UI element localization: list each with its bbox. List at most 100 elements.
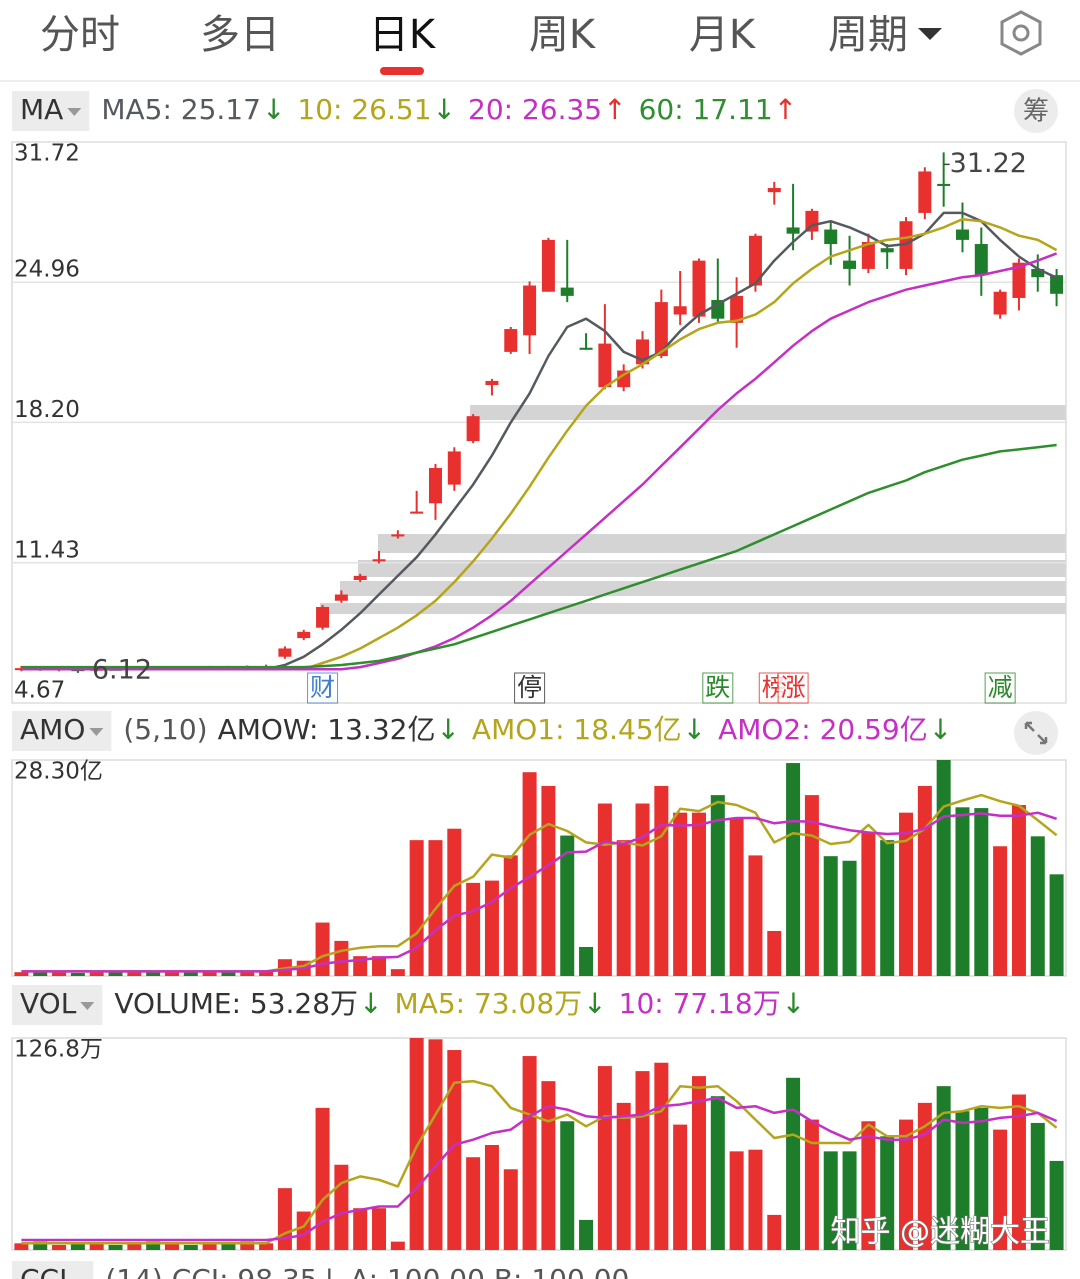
legend-arrow: ↑ <box>603 93 626 126</box>
bar <box>710 795 725 976</box>
bar <box>560 1121 575 1250</box>
bar <box>14 1243 29 1250</box>
bar <box>673 1124 688 1250</box>
bar <box>447 1050 462 1250</box>
bar <box>804 795 819 976</box>
gap-zone <box>358 560 1066 577</box>
bar <box>597 803 612 976</box>
bar <box>70 1243 85 1250</box>
bar <box>767 930 782 976</box>
bar <box>673 812 688 976</box>
candle-body <box>541 239 555 292</box>
candle-body <box>504 329 518 352</box>
bar <box>654 1062 669 1250</box>
candle-body <box>447 451 461 485</box>
bar <box>974 808 989 976</box>
bar <box>14 972 29 976</box>
legend-item: 10: 26.51 <box>297 93 431 126</box>
legend-item: 10: 77.18万 <box>619 987 781 1020</box>
legend-item: 60: 17.11 <box>639 93 773 126</box>
expand-button[interactable] <box>1014 711 1058 755</box>
tab[interactable]: 分时 <box>40 12 120 58</box>
bar <box>597 1066 612 1250</box>
bar <box>861 1121 876 1250</box>
chip-button[interactable] <box>1014 89 1058 133</box>
dropdown-arrow <box>918 28 942 40</box>
event-marker: 停 <box>517 673 542 702</box>
bar <box>89 1243 104 1250</box>
settings-icon[interactable] <box>1000 10 1042 56</box>
active-indicator <box>380 67 424 75</box>
bar <box>936 1086 951 1250</box>
bar <box>748 855 763 976</box>
bar <box>89 972 104 976</box>
bar <box>691 812 706 976</box>
candle-body <box>278 648 292 657</box>
legend-item: AMO1: 18.45亿 <box>472 713 682 746</box>
bar <box>899 812 914 976</box>
bar <box>146 972 161 976</box>
bar <box>522 1056 537 1250</box>
tab[interactable]: 周K <box>529 12 597 58</box>
indicator-selector: MA <box>20 93 63 126</box>
watermark: 知乎 @迷糊大王 <box>830 1215 1050 1250</box>
bar <box>183 971 198 976</box>
event-marker-box <box>777 672 809 704</box>
candle-body <box>880 248 894 253</box>
bar <box>108 1244 123 1250</box>
bar <box>164 1243 179 1250</box>
ma-line <box>21 811 1057 973</box>
event-marker: 减 <box>988 673 1013 702</box>
bar <box>1030 1122 1045 1250</box>
bar <box>52 972 67 976</box>
candle-body <box>466 416 480 442</box>
bar <box>710 1096 725 1250</box>
bar <box>390 969 405 976</box>
tab-bar: 分时 多日 日K 周K 月K 周期 <box>0 10 1080 82</box>
bar <box>1011 805 1026 976</box>
bar <box>616 840 631 976</box>
bar <box>372 956 387 976</box>
low-label: 6.12 <box>92 654 152 685</box>
tab[interactable]: 周期 <box>828 12 908 58</box>
legend-item: AMOW: 13.32亿 <box>218 713 436 746</box>
bar <box>635 1071 650 1250</box>
bar <box>899 1119 914 1250</box>
next-indicator-values: (14) CCI: 98.35↓ A: 100.00 B: 100.00 <box>105 1263 629 1279</box>
event-marker-box <box>307 672 339 704</box>
bar <box>240 1241 255 1250</box>
ma-line <box>21 1096 1058 1242</box>
y-tick-label: 11.43 <box>14 537 80 563</box>
candle-body <box>1012 262 1026 298</box>
y-tick-label: 4.67 <box>14 678 65 704</box>
bar <box>748 1149 763 1250</box>
bar <box>259 1243 274 1250</box>
candle-body <box>372 559 386 562</box>
chip-button-label: 筹 <box>1023 97 1049 127</box>
candle-body <box>1031 268 1045 278</box>
bar <box>1049 874 1064 976</box>
tab-active[interactable]: 日K <box>369 12 437 58</box>
settings-icon-center <box>1012 24 1030 42</box>
tab[interactable]: 月K <box>689 12 757 58</box>
bar <box>202 972 217 976</box>
candle-body <box>843 260 857 269</box>
ma-line <box>21 252 1058 671</box>
gap-zone <box>320 603 1066 614</box>
legend-arrow: ↓ <box>683 713 706 746</box>
next-indicator-box[interactable] <box>12 1261 94 1279</box>
ma-line <box>21 1079 1058 1245</box>
bar <box>221 972 236 976</box>
candle-body <box>673 306 687 315</box>
candle-body <box>974 244 988 276</box>
bar <box>1011 1094 1026 1250</box>
candle-body <box>692 260 706 317</box>
legend-arrow: ↓ <box>583 987 606 1020</box>
candle-body <box>410 511 424 514</box>
bar <box>372 1208 387 1250</box>
candle-body <box>937 183 951 186</box>
bar <box>221 1243 236 1250</box>
tab[interactable]: 多日 <box>200 12 280 58</box>
candle-body <box>748 235 762 286</box>
bar <box>823 1151 838 1250</box>
